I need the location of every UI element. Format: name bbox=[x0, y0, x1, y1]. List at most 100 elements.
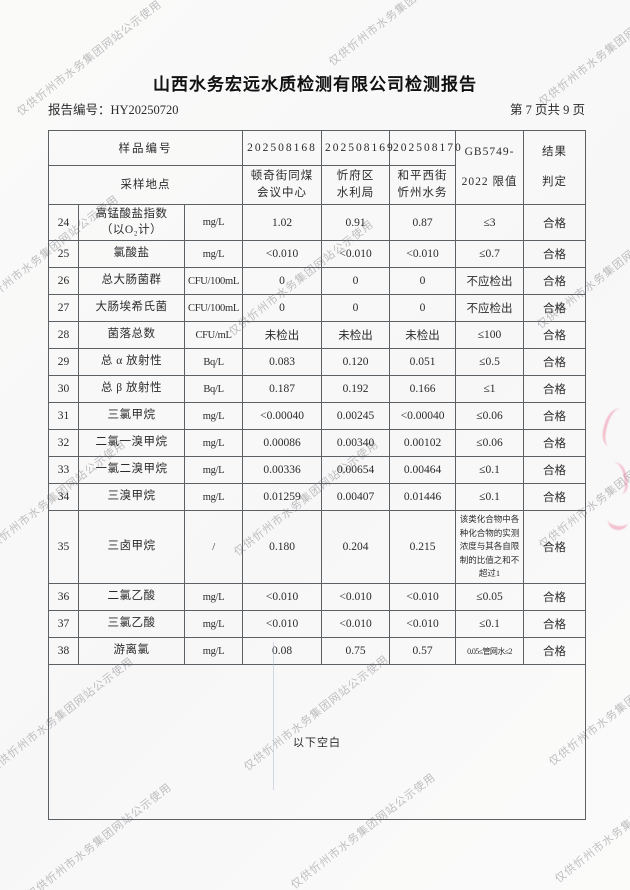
sample-value-1: 0.00086 bbox=[242, 429, 323, 458]
sample-value-1: 0.083 bbox=[242, 348, 323, 377]
sample-value-3: 0.051 bbox=[389, 348, 457, 377]
sample-value-3: 0 bbox=[389, 267, 457, 296]
limit-value: ≤0.06 bbox=[455, 429, 525, 458]
table-row: 37 三氯乙酸 mg/L <0.010 <0.010 <0.010 ≤0.1 合格 bbox=[48, 610, 587, 638]
report-meta: 报告编号：HY20250720 第 7 页共 9 页 bbox=[48, 99, 585, 118]
unit-value: mg/L bbox=[183, 203, 244, 242]
result-value: 合格 bbox=[523, 240, 587, 269]
sample-value-2: <0.010 bbox=[321, 583, 391, 611]
limit-column-header: GB5749- 2022 限值 bbox=[455, 130, 525, 205]
unit-value: CFU/100mL bbox=[183, 294, 244, 323]
limit-value: 不应检出 bbox=[455, 294, 525, 323]
table-row: 27 大肠埃希氏菌 CFU/100mL 0 0 0 不应检出 合格 bbox=[48, 294, 587, 323]
unit-value: CFU/100mL bbox=[183, 267, 244, 296]
row-number: 26 bbox=[48, 267, 79, 296]
limit-value: ≤100 bbox=[455, 321, 525, 350]
sample-value-3: <0.010 bbox=[389, 610, 457, 638]
row-number: 38 bbox=[48, 637, 79, 665]
red-stamp-remnant bbox=[599, 405, 630, 451]
parameter-name: 菌落总数 bbox=[78, 321, 185, 350]
sample-id-3: 202508170 bbox=[389, 130, 461, 166]
sample-value-3: 0 bbox=[389, 294, 457, 323]
parameter-name: 总大肠菌群 bbox=[78, 267, 185, 296]
table-row: 30 总 β 放射性 Bq/L 0.187 0.192 0.166 ≤1 合格 bbox=[48, 375, 587, 404]
unit-value: mg/L bbox=[183, 637, 244, 665]
blank-below-note: 以下空白 bbox=[47, 664, 587, 820]
sample-id-1: 202508168 bbox=[242, 130, 323, 166]
unit-value: mg/L bbox=[183, 583, 244, 611]
result-value: 合格 bbox=[523, 456, 587, 485]
red-stamp-remnant bbox=[606, 510, 630, 532]
table-row: 33 一氯二溴甲烷 mg/L 0.00336 0.00654 0.00464 ≤0.1 合格 bbox=[48, 456, 587, 485]
unit-value: CFU/mL bbox=[183, 321, 244, 350]
result-value: 合格 bbox=[523, 483, 587, 512]
header-row-sample-id: 样品编号 202508168 202508169 202508170 GB574… bbox=[47, 130, 587, 205]
location-2: 忻府区 水利局 bbox=[321, 165, 391, 205]
result-value: 合格 bbox=[523, 375, 587, 404]
sample-value-1: 0.08 bbox=[242, 637, 323, 665]
sample-value-2: 未检出 bbox=[321, 321, 391, 350]
unit-value: mg/L bbox=[183, 483, 244, 512]
sample-value-2: 0 bbox=[321, 294, 391, 323]
sample-value-3: 0.00102 bbox=[389, 429, 457, 458]
sample-value-3: <0.010 bbox=[389, 240, 457, 269]
sample-value-2: <0.010 bbox=[321, 610, 391, 638]
location-3: 和平西街 忻州水务 bbox=[389, 165, 457, 205]
limit-value: ≤1 bbox=[455, 375, 525, 404]
table-row: 29 总 α 放射性 Bq/L 0.083 0.120 0.051 ≤0.5 合格 bbox=[48, 348, 587, 377]
report-number: 报告编号：HY20250720 bbox=[48, 103, 179, 117]
sample-value-2: 0.00340 bbox=[321, 429, 391, 458]
limit-value: ≤3 bbox=[455, 203, 525, 242]
row-number: 31 bbox=[48, 402, 79, 431]
table-row: 35 三卤甲烷/0.180 0.204 0.215 该类化合物中各种化合物的实测浓度与其… bbox=[48, 510, 587, 584]
sample-value-1: <0.010 bbox=[242, 583, 323, 611]
unit-value: mg/L bbox=[183, 402, 244, 431]
sample-value-3: 0.00464 bbox=[389, 456, 457, 485]
row-number: 37 bbox=[48, 610, 79, 638]
result-value: 合格 bbox=[523, 429, 587, 458]
limit-value: ≤0.1 bbox=[455, 483, 525, 512]
sample-value-2: 0.204 bbox=[321, 510, 391, 584]
sample-value-3: 未检出 bbox=[389, 321, 457, 350]
row-number: 25 bbox=[48, 240, 79, 269]
sample-value-3: 0.87 bbox=[389, 203, 457, 242]
sample-value-1: 0.01259 bbox=[242, 483, 323, 512]
result-value: 合格 bbox=[523, 348, 587, 377]
sample-value-3: 0.166 bbox=[389, 375, 457, 404]
result-value: 合格 bbox=[523, 610, 587, 638]
unit-value: mg/L bbox=[183, 429, 244, 458]
parameter-name: 二氯乙酸 bbox=[78, 583, 185, 611]
sample-value-1: 0.00336 bbox=[242, 456, 323, 485]
parameter-name: 总 α 放射性 bbox=[78, 348, 185, 377]
sample-value-2: <0.010 bbox=[321, 240, 391, 269]
limit-value: 0.05≤管网水≤2 bbox=[455, 637, 525, 665]
limit-value: ≤0.06 bbox=[455, 402, 525, 431]
result-value: 合格 bbox=[523, 267, 587, 296]
row-number: 29 bbox=[48, 348, 79, 377]
sample-value-2: 0.192 bbox=[321, 375, 391, 404]
parameter-name: 三溴甲烷 bbox=[78, 483, 185, 512]
unit-value: / bbox=[183, 510, 244, 584]
sample-id-2: 202508169 bbox=[321, 130, 393, 166]
limit-value: ≤0.1 bbox=[455, 610, 525, 638]
unit-value: mg/L bbox=[183, 240, 244, 269]
sample-value-3: <0.00040 bbox=[389, 402, 457, 431]
row-number: 28 bbox=[48, 321, 79, 350]
result-value: 合格 bbox=[523, 637, 587, 665]
unit-value: mg/L bbox=[183, 456, 244, 485]
watermark-text: 仅供忻州市水务集团网站公示使用 bbox=[326, 0, 477, 69]
table-row: 24 高锰酸盐指数 （以O₂计） mg/L 1.02 0.91 0.87 ≤3 合格 bbox=[48, 203, 587, 242]
sample-value-1: 0.180 bbox=[242, 510, 323, 584]
sample-value-1: <0.010 bbox=[242, 610, 323, 638]
limit-value: ≤0.7 bbox=[455, 240, 525, 269]
sample-value-2: 0.00245 bbox=[321, 402, 391, 431]
table-row: 34 三溴甲烷 mg/L 0.01259 0.00407 0.01446 ≤0.1 合格 bbox=[48, 483, 587, 512]
sample-value-3: <0.010 bbox=[389, 583, 457, 611]
result-value: 合格 bbox=[523, 321, 587, 350]
sample-value-1: <0.010 bbox=[242, 240, 323, 269]
limit-value: 该类化合物中各种化合物的实测浓度与其各自限制的比值之和不超过1 bbox=[455, 510, 525, 584]
row-number: 34 bbox=[48, 483, 79, 512]
sample-id-label: 样品编号 bbox=[47, 130, 244, 166]
sample-value-1: 未检出 bbox=[242, 321, 323, 350]
row-number: 30 bbox=[48, 375, 79, 404]
